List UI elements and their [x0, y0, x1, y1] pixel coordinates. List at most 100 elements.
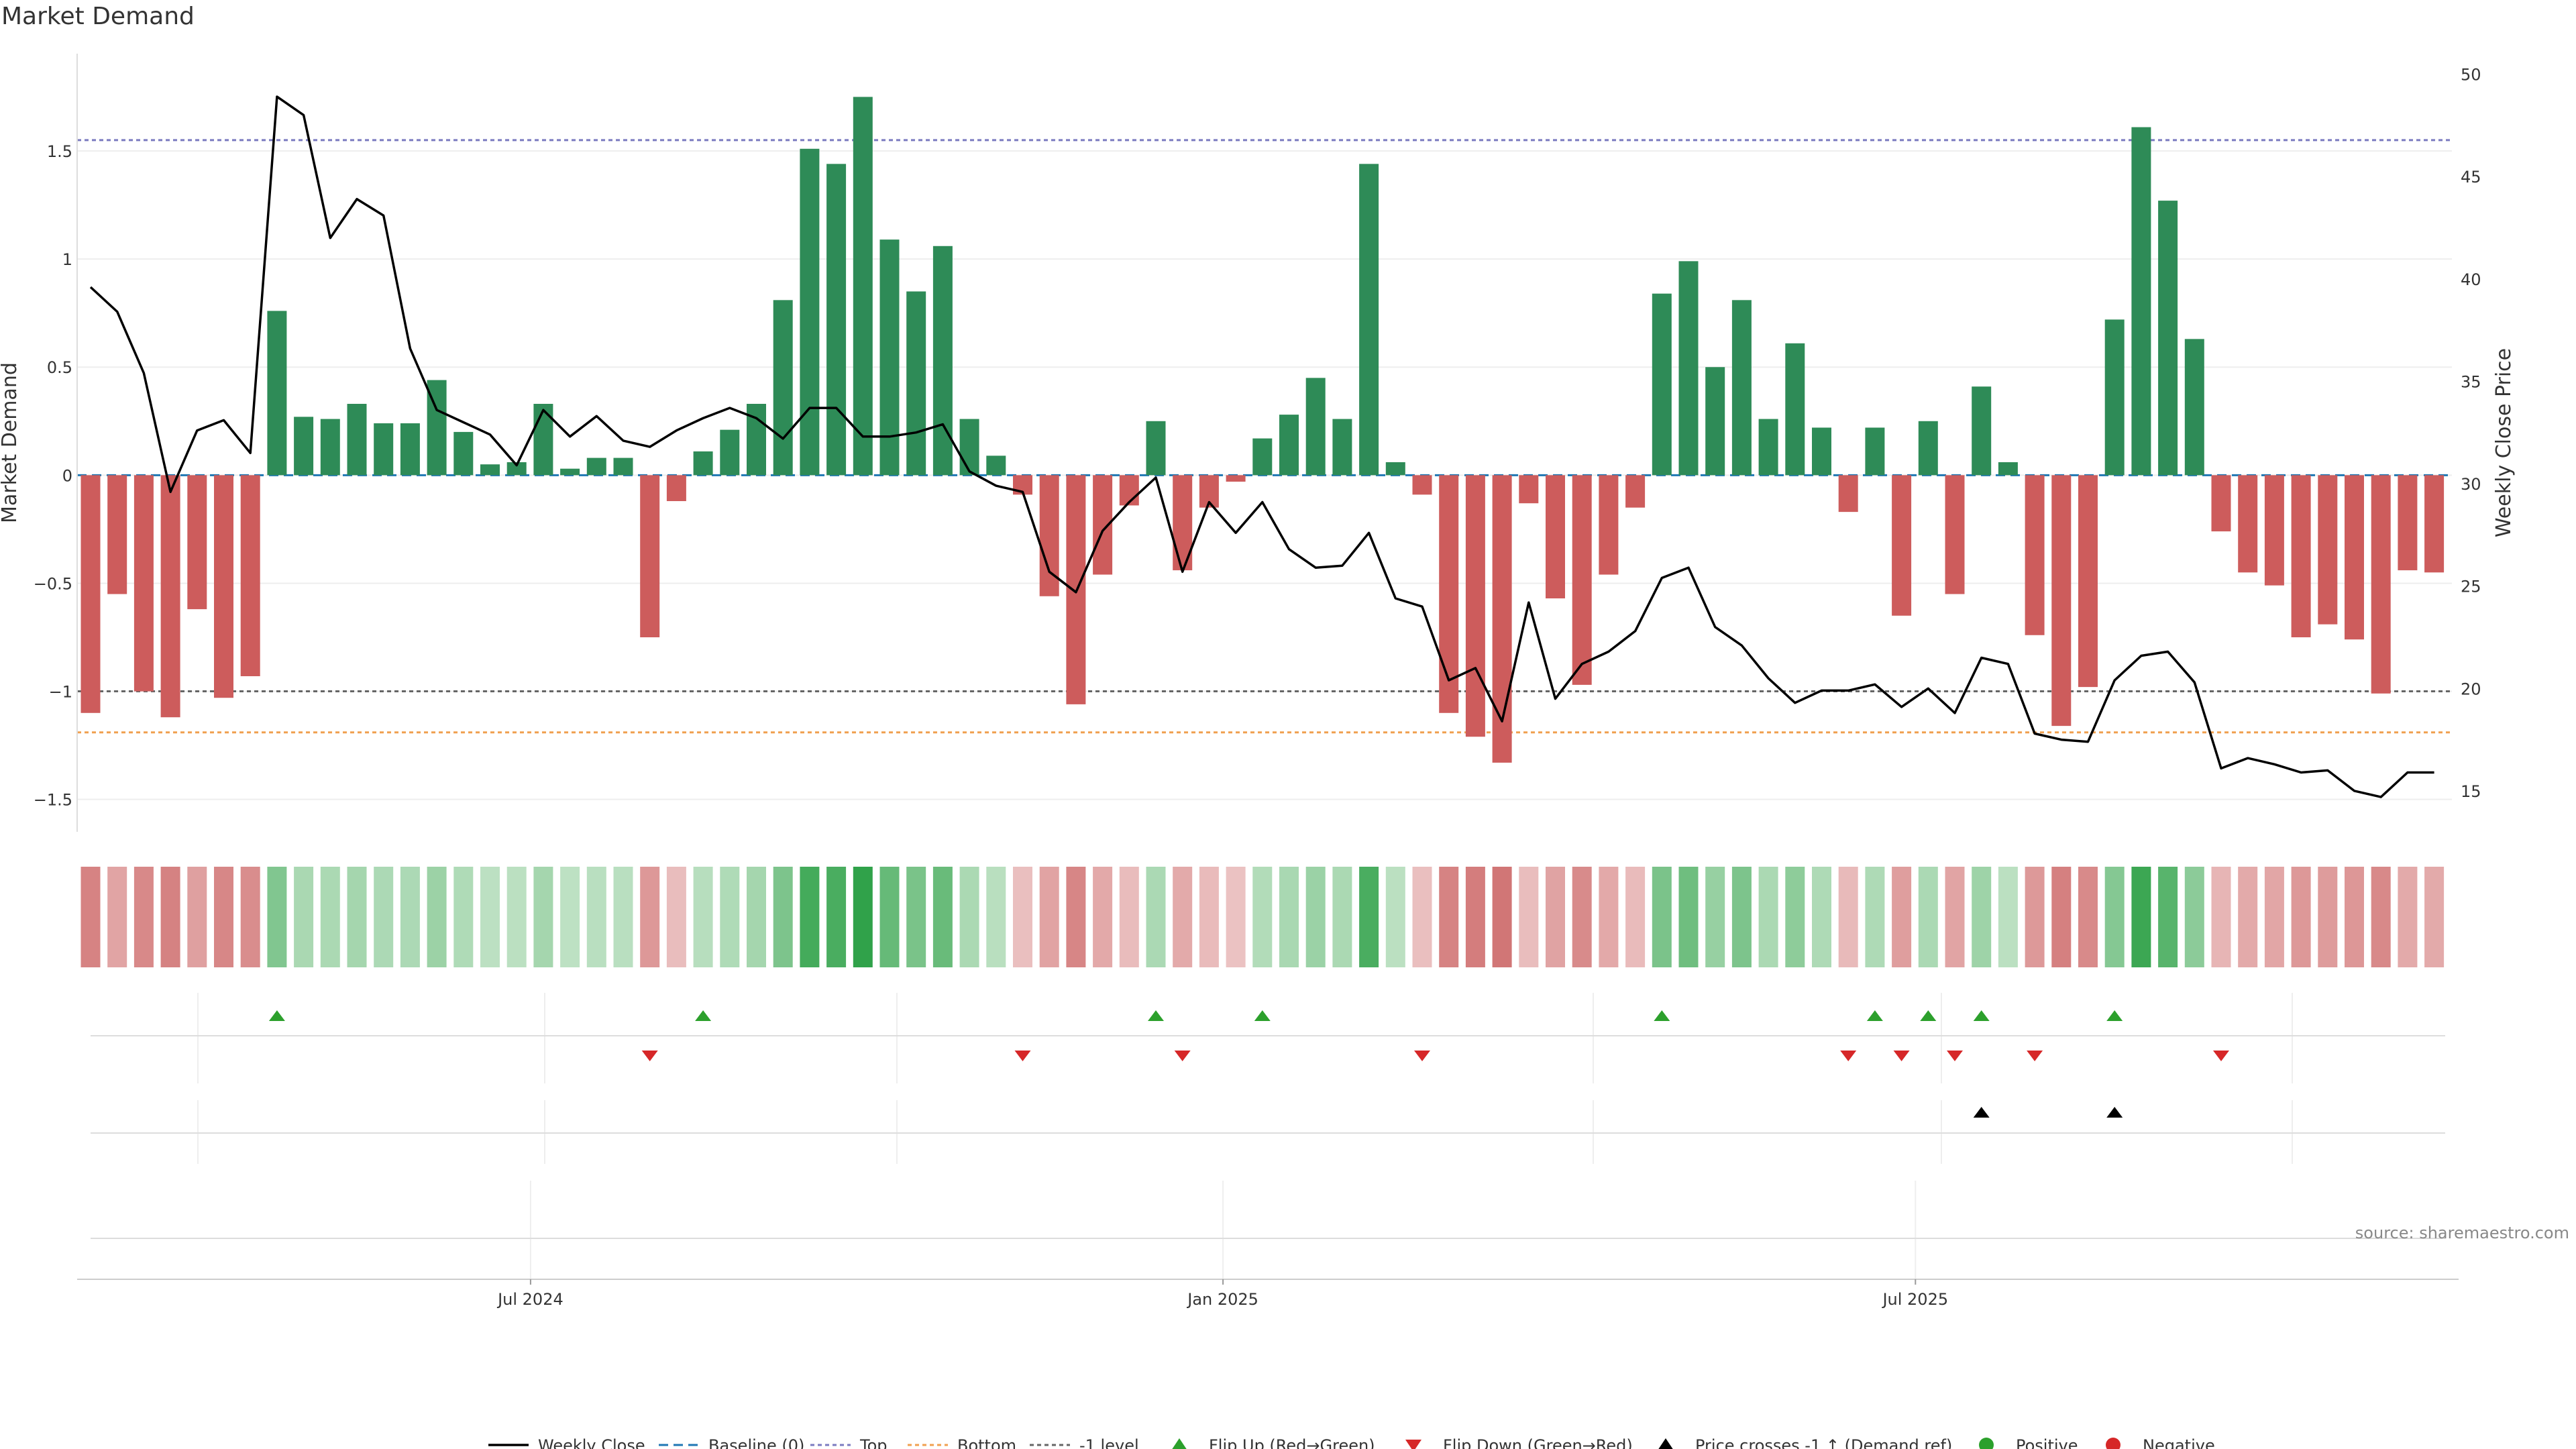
legend-swatch — [1172, 1438, 1187, 1449]
demand-bar — [986, 455, 1006, 476]
demand-bar — [374, 423, 394, 476]
heat-cell — [1359, 867, 1379, 967]
demand-bar — [2371, 475, 2391, 694]
demand-bar — [2104, 319, 2125, 476]
legend-item-top: Top — [810, 1436, 888, 1449]
heat-cell — [1412, 867, 1432, 967]
heat-cell — [2238, 867, 2258, 967]
flip-up-marker — [1920, 1010, 1937, 1021]
demand-bar — [800, 148, 820, 476]
heat-cell — [1546, 867, 1565, 967]
source-credit: source: sharemaestro.com — [2355, 1224, 2569, 1242]
demand-bar — [1119, 475, 1139, 506]
legend-item-close: Weekly Close — [488, 1436, 645, 1449]
legend-label: -1 level — [1079, 1436, 1139, 1449]
heat-cell — [1838, 867, 1858, 967]
heat-cell — [800, 867, 820, 967]
flip-up-marker — [1654, 1010, 1670, 1021]
heat-cell — [932, 867, 953, 967]
heat-cell — [879, 867, 900, 967]
legend-item-baseline: Baseline (0) — [659, 1436, 804, 1449]
demand-bar — [2398, 475, 2418, 571]
heat-cell — [133, 867, 154, 967]
heat-cell — [2158, 867, 2178, 967]
heat-cell — [1279, 867, 1299, 967]
heat-cell — [240, 867, 260, 967]
demand-bar — [1652, 293, 1672, 476]
heat-cell — [1305, 867, 1326, 967]
heat-cell — [160, 867, 180, 967]
heat-cell — [1332, 867, 1352, 967]
demand-bar — [853, 97, 873, 476]
heat-cell — [1093, 867, 1113, 967]
heat-cell — [1519, 867, 1539, 967]
heat-cell — [506, 867, 527, 967]
demand-bar — [533, 404, 553, 476]
legend-label: Weekly Close — [538, 1436, 645, 1449]
demand-bar — [560, 468, 580, 476]
demand-bar — [959, 419, 979, 476]
chart-title: Market Demand — [1, 3, 195, 30]
legend-item-flipup: Flip Up (Red→Green) — [1172, 1436, 1375, 1449]
heat-cell — [1039, 867, 1059, 967]
heat-cell — [1731, 867, 1752, 967]
demand-bar — [1918, 421, 1938, 476]
heat-cell — [1705, 867, 1725, 967]
flip-up-marker — [1254, 1010, 1271, 1021]
heat-cell — [693, 867, 713, 967]
y2-tick-label: 30 — [2461, 475, 2481, 494]
demand-bar — [720, 429, 740, 476]
y-axis-label: Market Demand — [0, 362, 21, 523]
heat-cell — [613, 867, 633, 967]
y-tick-label: −0.5 — [34, 574, 72, 593]
heat-cell — [640, 867, 660, 967]
heat-cell — [533, 867, 553, 967]
demand-bar — [586, 458, 606, 476]
demand-bar — [1678, 261, 1699, 476]
demand-bar — [1572, 475, 1592, 685]
demand-bar — [1519, 475, 1539, 504]
heat-cell — [1572, 867, 1592, 967]
y2-tick-label: 25 — [2461, 578, 2481, 596]
demand-bar — [2345, 475, 2364, 640]
heat-cell — [1146, 867, 1166, 967]
demand-bar — [2238, 475, 2258, 573]
legend-label: Bottom — [957, 1436, 1016, 1449]
demand-bar — [2211, 475, 2231, 532]
demand-bar — [214, 475, 233, 698]
legend-item-neg: Negative — [2106, 1436, 2215, 1449]
demand-bar — [1146, 421, 1166, 476]
heat-cell — [347, 867, 367, 967]
legend-label: Price crosses -1 ↑ (Demand ref) — [1695, 1436, 1952, 1449]
heat-cell — [1918, 867, 1938, 967]
heat-cell — [80, 867, 101, 967]
heat-cell — [2398, 867, 2418, 967]
heat-cell — [1465, 867, 1485, 967]
legend-item-cross: Price crosses -1 ↑ (Demand ref) — [1658, 1436, 1952, 1449]
flip-down-marker — [1414, 1051, 1430, 1061]
legend-label: Baseline (0) — [708, 1436, 804, 1449]
heat-cell — [1226, 867, 1246, 967]
flip-down-marker — [1014, 1051, 1031, 1061]
heat-cell — [720, 867, 740, 967]
legend: Weekly Close Baseline (0) Top Bottom -1 leve… — [488, 1436, 2215, 1449]
demand-bar — [1546, 475, 1565, 598]
demand-bar — [2025, 475, 2045, 635]
demand-bar — [2078, 475, 2098, 688]
y2-tick-label: 20 — [2461, 680, 2481, 698]
heat-cell — [453, 867, 474, 967]
demand-bar — [1758, 419, 1778, 476]
axes: −1.5 −1 −0.5 0 0.5 1 1.5 15 20 25 30 35 40 45 50 Market… — [0, 54, 2516, 832]
demand-bar — [133, 475, 154, 692]
weekly-close-line — [89, 95, 2434, 798]
heat-cell — [906, 867, 926, 967]
x-tick-label: Jan 2025 — [1186, 1290, 1258, 1309]
legend-item-pos: Positive — [1979, 1436, 2078, 1449]
demand-bar — [1359, 164, 1379, 476]
legend-item-bottom: Bottom — [908, 1436, 1016, 1449]
heat-cell — [959, 867, 979, 967]
flip-down-marker — [641, 1051, 658, 1061]
legend-label: Top — [859, 1436, 888, 1449]
demand-bar — [693, 451, 713, 476]
y-tick-label: 0.5 — [47, 358, 72, 377]
